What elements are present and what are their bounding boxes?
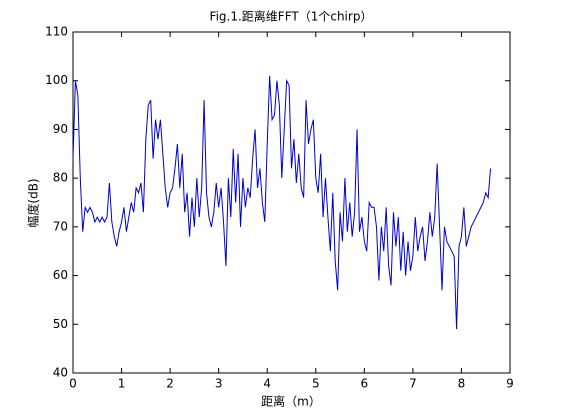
x-tick-label: 5	[312, 377, 320, 391]
chart-title: Fig.1.距离维FFT（1个chirp）	[210, 9, 373, 24]
y-tick-label: 60	[53, 268, 68, 282]
x-tick-label: 0	[69, 377, 77, 391]
y-tick-label: 50	[53, 317, 68, 331]
y-tick-label: 100	[45, 73, 68, 87]
x-tick-label: 4	[263, 377, 271, 391]
y-tick-label: 40	[53, 366, 68, 380]
x-tick-label: 7	[409, 377, 417, 391]
y-tick-label: 110	[45, 25, 68, 39]
x-tick-label: 9	[506, 377, 514, 391]
y-axis-label: 幅度(dB)	[26, 178, 41, 227]
x-axis-label: 距离（m）	[261, 394, 321, 409]
y-tick-label: 90	[53, 122, 68, 136]
x-tick-label: 3	[215, 377, 223, 391]
plot-frame	[72, 31, 511, 374]
data-line	[72, 75, 492, 330]
x-tick-label: 8	[458, 377, 466, 391]
x-tick-label: 2	[166, 377, 174, 391]
y-tick-label: 70	[53, 219, 68, 233]
x-tick-label: 1	[118, 377, 126, 391]
x-tick-label: 6	[361, 377, 369, 391]
y-tick-label: 80	[53, 171, 68, 185]
